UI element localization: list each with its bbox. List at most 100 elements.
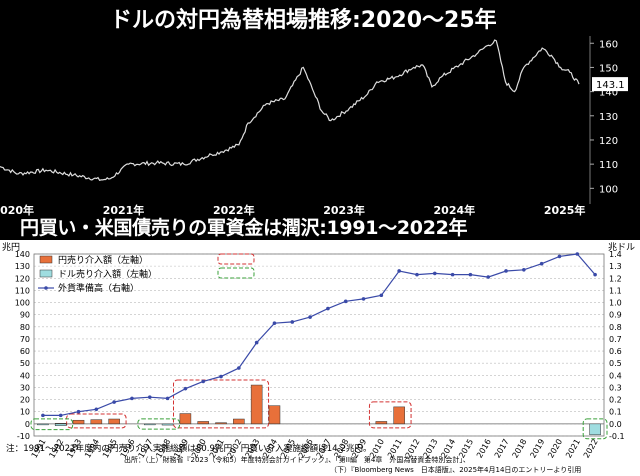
right-tick-label: -0.1 — [609, 432, 625, 441]
intervention-chart: 兆円 兆ドル -10 -0.1 0 0.0 10 0.1 20 0.2 30 0.3 40 0.4 50 0.… — [2, 242, 635, 474]
green-dashed-box — [582, 418, 608, 440]
sell-bar — [72, 419, 85, 425]
legend-buy-swatch — [39, 269, 53, 278]
left-tick-label: 10 — [20, 408, 30, 417]
reserves-point — [58, 413, 63, 418]
bottom-chart-title: 円買い・米国債売りの軍資金は潤沢:1991～2022年 — [20, 217, 468, 239]
right-tick-label: 0.2 — [609, 396, 622, 405]
reserves-point — [130, 396, 134, 401]
buy-bar — [54, 423, 67, 426]
left-tick-label: 110 — [15, 286, 30, 295]
sell-bar — [375, 421, 388, 425]
sell-bar — [268, 405, 281, 425]
left-tick-label: 80 — [20, 323, 30, 332]
legend-buy-label: ドル売り介入額（左軸） — [58, 268, 157, 280]
red-dashed-box — [173, 379, 270, 429]
reserves-point — [486, 275, 491, 279]
right-tick-label: 0.5 — [609, 359, 622, 368]
right-axis-unit: 兆ドル — [608, 242, 635, 253]
right-tick-label: 1.1 — [609, 286, 622, 295]
reserves-point — [326, 306, 330, 311]
legend-reserves-marker — [44, 286, 48, 290]
reserves-point — [397, 269, 401, 273]
buy-bar — [37, 423, 49, 426]
sell-bar — [250, 384, 263, 425]
exchange-rate-chart: 100 110 120 130 140 150 160 2020年 2021年 2022年 2023… — [0, 36, 628, 217]
buy-bar — [144, 423, 156, 426]
source-line-1: 出所：（上）財務省『2023（令和5）年度特別会計ガイドブック』、「第II編 第… — [124, 455, 470, 464]
reserves-point — [593, 272, 597, 277]
red-dashed-box — [368, 401, 412, 429]
top-chart-title: ドルの対円為替相場推移:2020～25年 — [110, 8, 497, 33]
sell-bar — [393, 406, 405, 425]
reserves-point — [94, 407, 99, 412]
reserves-point — [343, 299, 348, 304]
reserves-point — [254, 340, 259, 345]
reserves-point — [112, 400, 116, 404]
left-tick-label: 30 — [20, 383, 30, 392]
right-tick-label: 0.0 — [609, 420, 622, 429]
right-tick-label: 0.1 — [609, 408, 622, 417]
usd-jpy-line — [0, 39, 580, 181]
right-tick-label: 0.6 — [609, 347, 622, 356]
reserves-point — [183, 386, 188, 391]
y-tick-label: 120 — [599, 136, 618, 147]
reserves-point — [575, 252, 580, 256]
right-tick-label: 1.3 — [609, 262, 622, 271]
buy-bar — [161, 423, 174, 426]
right-tick-label: 0.3 — [609, 383, 622, 392]
reserves-point — [539, 261, 544, 266]
left-tick-label: 60 — [20, 347, 30, 356]
x-tick-label: 2016 — [475, 438, 493, 460]
footnote: 注：1991～2022年度内の円売り介入実施総額は80.9兆円、円買い介入実施総… — [6, 442, 372, 454]
left-tick-label: 100 — [15, 299, 30, 308]
reserves-point — [272, 321, 277, 325]
x-tick-label: 2020年 — [0, 203, 34, 217]
reserves-point — [308, 315, 312, 319]
right-tick-label: 1.0 — [609, 299, 622, 308]
reserves-point — [468, 272, 473, 277]
y-tick-label: 150 — [599, 63, 618, 74]
legend-red-box — [217, 253, 255, 265]
x-tick-label: 2021年 — [103, 203, 145, 217]
y-tick-label: 160 — [599, 39, 618, 50]
left-tick-label: 20 — [20, 396, 30, 405]
sell-bar — [215, 422, 227, 425]
left-tick-label: 40 — [20, 371, 30, 380]
x-tick-label: 2022 — [582, 438, 600, 460]
sell-bar — [179, 413, 192, 425]
source-line-2: （下）『Bloomberg News 日本語版』、2025年4月14日のエントリ… — [330, 465, 581, 474]
right-tick-label: 1.4 — [609, 250, 622, 259]
reserves-point — [201, 379, 206, 384]
sell-bar — [90, 419, 103, 425]
plot-frame — [33, 253, 605, 437]
x-tick-label: 2021 — [564, 438, 582, 460]
sell-bar — [108, 418, 120, 425]
bottom-panel — [0, 240, 640, 476]
reserves-point — [290, 320, 295, 324]
left-tick-label: 0 — [25, 420, 30, 429]
left-tick-label: 70 — [20, 335, 30, 344]
legend-reserves-label: 外貨準備高（右軸） — [58, 282, 139, 294]
last-value-label: 143.1 — [596, 80, 625, 91]
y-tick-label: 100 — [599, 184, 618, 195]
x-tick-label: 2023年 — [323, 203, 365, 217]
x-tick-label: 2019 — [528, 438, 546, 460]
reserves-line — [42, 253, 596, 416]
x-tick-label: 2024年 — [434, 203, 476, 217]
sell-bar — [233, 418, 245, 425]
legend-sell-label: 円売り介入額（左軸） — [58, 254, 148, 266]
x-tick-label: 2025年 — [544, 203, 586, 217]
left-tick-label: 130 — [15, 262, 30, 271]
reserves-point — [147, 395, 152, 399]
red-dashed-box — [66, 413, 127, 429]
reserves-point — [522, 267, 526, 272]
x-tick-label: 2022年 — [213, 203, 255, 217]
y-tick-label: 110 — [599, 160, 618, 171]
reserves-point — [450, 272, 455, 277]
reserves-point — [237, 366, 241, 370]
reserves-point — [361, 297, 366, 301]
reserves-point — [165, 396, 170, 401]
reserves-point — [415, 272, 419, 277]
